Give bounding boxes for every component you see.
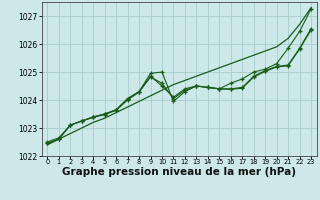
X-axis label: Graphe pression niveau de la mer (hPa): Graphe pression niveau de la mer (hPa)	[62, 167, 296, 177]
